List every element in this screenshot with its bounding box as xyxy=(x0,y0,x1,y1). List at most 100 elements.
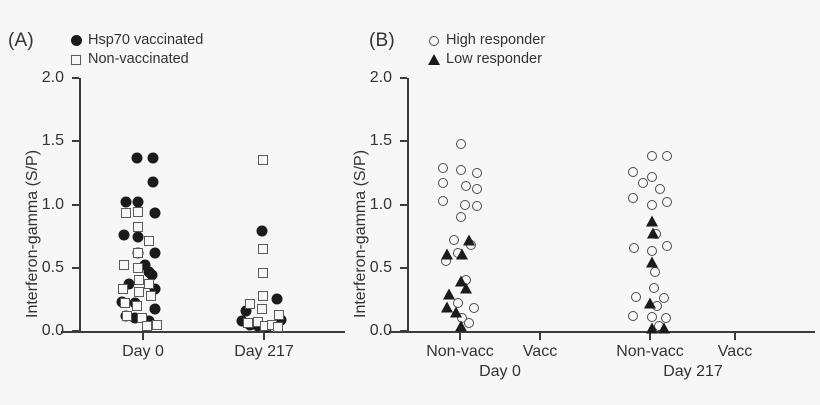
open-square-icon xyxy=(258,267,269,278)
open-circle-icon xyxy=(647,312,658,323)
open-square-icon xyxy=(245,299,256,310)
data-point xyxy=(120,196,132,208)
open-circle-icon xyxy=(455,212,466,223)
y-tick-label: 0.0 xyxy=(369,322,392,339)
open-circle-icon xyxy=(628,193,639,204)
data-point xyxy=(149,207,160,219)
data-point xyxy=(245,299,256,310)
legend-item-high-responder: High responder xyxy=(425,31,545,50)
open-square-icon xyxy=(67,54,85,65)
data-point xyxy=(662,151,673,162)
open-circle-icon xyxy=(627,166,638,177)
open-square-icon xyxy=(144,279,155,290)
open-circle-icon xyxy=(628,310,639,321)
panel-a-plot-area: 0.0 0.5 1.0 1.5 2.0 Day 0 Day 217 xyxy=(0,0,360,405)
data-point xyxy=(133,207,144,218)
data-point xyxy=(258,290,269,301)
filled-triangle-icon xyxy=(450,306,463,318)
data-point xyxy=(662,241,673,252)
data-point xyxy=(145,290,156,301)
open-circle-icon xyxy=(471,167,482,178)
data-point xyxy=(441,300,454,313)
filled-circle-icon xyxy=(240,305,252,317)
panel-a-legend: Hsp70 vaccinated Non-vaccinated xyxy=(67,31,203,69)
data-point xyxy=(256,225,268,237)
open-circle-icon xyxy=(455,165,466,176)
open-square-icon xyxy=(118,260,129,271)
open-square-icon xyxy=(134,286,145,297)
data-point xyxy=(629,242,640,253)
panel-b-letter: (B) xyxy=(369,30,395,51)
y-tick-label: 1.5 xyxy=(41,132,64,150)
panel-b-plot-area: 0.0 0.5 1.0 1.5 2.0 Non-vacc Vacc Non-vacc Vacc D… xyxy=(360,0,820,405)
y-tick-label: 2.0 xyxy=(41,69,64,86)
open-square-icon xyxy=(141,320,152,331)
data-point xyxy=(648,282,659,293)
data-point xyxy=(144,279,155,290)
filled-circle-icon xyxy=(147,176,159,188)
open-square-icon xyxy=(120,208,131,219)
data-point xyxy=(141,320,152,331)
open-square-icon xyxy=(242,318,253,329)
legend-item-low-responder: Low responder xyxy=(425,50,545,69)
filled-triangle-icon xyxy=(425,54,443,65)
filled-triangle-icon xyxy=(454,320,467,332)
data-point xyxy=(459,199,470,210)
data-point xyxy=(118,229,130,241)
data-point xyxy=(472,184,483,195)
data-point xyxy=(149,303,161,315)
x-tick xyxy=(734,333,736,340)
data-point xyxy=(133,222,144,233)
y-tick-label: 0.5 xyxy=(369,258,392,276)
data-point xyxy=(645,256,658,268)
data-point xyxy=(120,208,131,219)
data-point xyxy=(454,319,467,332)
y-tick xyxy=(72,330,79,332)
data-point xyxy=(637,177,648,188)
data-point xyxy=(645,322,658,334)
data-point xyxy=(258,267,269,278)
filled-triangle-icon xyxy=(442,288,455,300)
data-point xyxy=(117,284,128,295)
open-circle-icon xyxy=(647,171,658,182)
y-tick xyxy=(400,330,407,332)
open-square-icon xyxy=(151,319,162,330)
data-point xyxy=(272,322,283,333)
legend-label: Hsp70 vaccinated xyxy=(88,32,204,48)
data-point xyxy=(647,312,658,323)
open-square-icon xyxy=(133,262,144,273)
open-square-icon xyxy=(132,300,143,311)
y-tick xyxy=(72,77,79,79)
open-square-icon xyxy=(117,284,128,295)
open-circle-icon xyxy=(629,242,640,253)
x-tick xyxy=(263,333,265,340)
x-tick-label: Vacc xyxy=(717,343,753,360)
data-point xyxy=(133,262,144,273)
data-point xyxy=(646,227,659,239)
data-point xyxy=(655,184,666,195)
data-point xyxy=(139,259,151,271)
y-tick xyxy=(400,140,407,143)
filled-circle-icon xyxy=(146,269,158,281)
open-square-icon xyxy=(133,247,144,258)
panel-a: (A) Hsp70 vaccinated Non-vaccinated Inte… xyxy=(0,0,360,405)
y-axis-line xyxy=(79,78,81,333)
data-point xyxy=(463,233,476,246)
filled-circle-icon xyxy=(143,315,155,327)
y-tick-label: 1.0 xyxy=(369,195,392,213)
data-point xyxy=(627,166,638,177)
data-point xyxy=(258,155,269,166)
data-point xyxy=(455,212,466,223)
y-tick xyxy=(400,77,407,79)
data-point xyxy=(649,266,660,277)
data-point xyxy=(273,309,284,320)
open-circle-icon xyxy=(662,151,673,162)
open-circle-icon xyxy=(438,162,449,173)
panel-b: (B) High responder Low responder Interfe… xyxy=(352,0,820,405)
data-point xyxy=(438,162,449,173)
x-group-label: Day 0 xyxy=(479,363,521,380)
open-square-icon xyxy=(133,207,144,218)
x-tick-label: Non-vacc xyxy=(426,343,494,360)
legend-item-hsp70-vaccinated: Hsp70 vaccinated xyxy=(67,31,203,50)
open-circle-icon xyxy=(648,282,659,293)
